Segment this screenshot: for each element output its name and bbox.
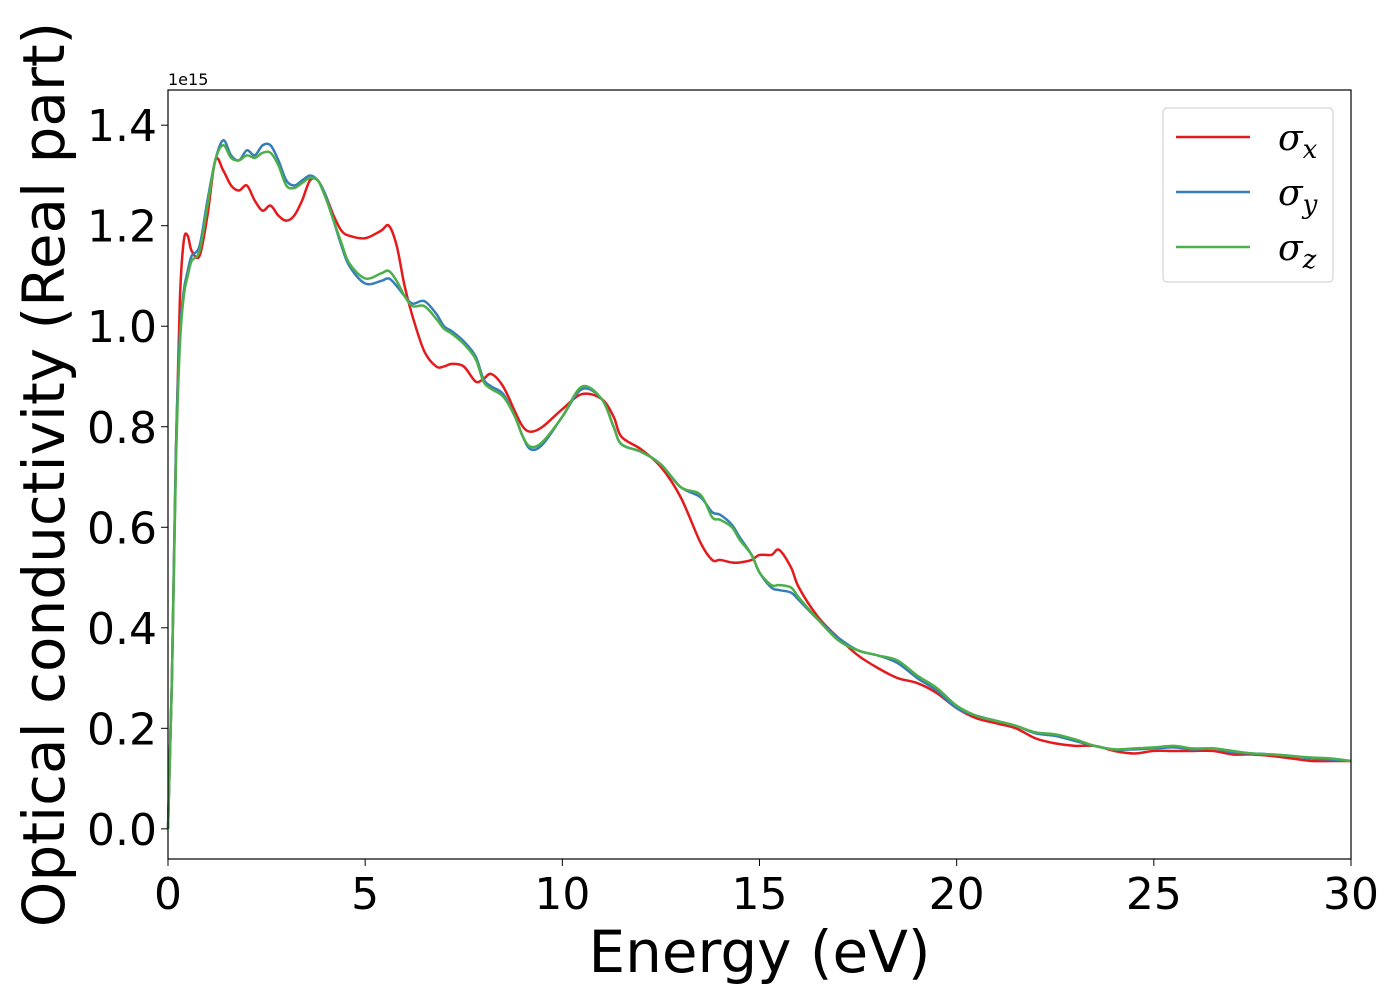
x-axis-title: Energy (eV)	[588, 918, 930, 986]
y-tick-label: 1.2	[87, 202, 157, 253]
y-tick-label: 0.2	[87, 704, 157, 755]
legend-label-y: σy	[1278, 173, 1318, 220]
series-line-z	[166, 144, 1352, 829]
x-tick-label: 25	[1126, 869, 1182, 920]
y-tick-label: 1.0	[87, 302, 157, 353]
x-tick-label: 30	[1323, 869, 1379, 920]
series-layer	[166, 139, 1352, 829]
y-tick-label: 0.4	[87, 604, 157, 655]
y-offset-label: 1e15	[168, 70, 208, 89]
y-tick-label: 0.6	[87, 503, 157, 554]
x-tick-label: 20	[929, 869, 985, 920]
y-tick-label: 0.8	[87, 403, 157, 454]
x-tick-label: 15	[732, 869, 788, 920]
x-tick-label: 5	[351, 869, 379, 920]
y-tick-label: 1.4	[87, 101, 157, 152]
y-axis-title: Optical conductivity (Real part)	[10, 22, 78, 927]
x-axis-ticks: 0 5 10 15 20 25 30	[154, 859, 1379, 920]
series-line-y	[166, 139, 1352, 829]
y-tick-label: 0.0	[87, 805, 157, 856]
plot-background	[168, 90, 1351, 859]
series-line-x	[166, 156, 1351, 829]
y-axis-ticks: 0.0 0.2 0.4 0.6 0.8 1.0 1.2 1.4	[87, 101, 168, 856]
x-tick-label: 10	[534, 869, 590, 920]
x-tick-label: 0	[154, 869, 182, 920]
legend-frame	[1162, 107, 1334, 283]
